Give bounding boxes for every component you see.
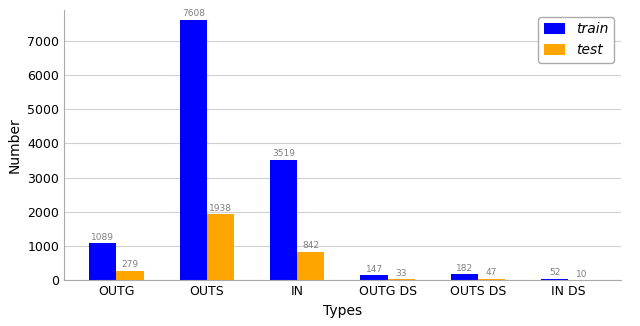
- Bar: [90, 243, 116, 280]
- Bar: [116, 271, 143, 280]
- Bar: [541, 279, 568, 280]
- Bar: [360, 275, 388, 280]
- Bar: [180, 20, 207, 280]
- Bar: [388, 279, 415, 280]
- Bar: [270, 160, 297, 280]
- Text: 147: 147: [365, 265, 383, 274]
- Text: 1089: 1089: [92, 233, 115, 242]
- Y-axis label: Number: Number: [8, 117, 22, 173]
- Text: 182: 182: [456, 264, 473, 273]
- Text: 1938: 1938: [209, 204, 232, 213]
- Bar: [207, 214, 234, 280]
- X-axis label: Types: Types: [323, 304, 362, 318]
- Legend: train, test: train, test: [538, 17, 614, 63]
- Bar: [478, 279, 505, 280]
- Text: 47: 47: [486, 268, 497, 277]
- Text: 33: 33: [396, 269, 407, 278]
- Text: 842: 842: [302, 241, 319, 250]
- Bar: [297, 252, 324, 280]
- Text: 7608: 7608: [182, 9, 205, 18]
- Text: 10: 10: [576, 270, 588, 279]
- Text: 3519: 3519: [272, 149, 295, 158]
- Text: 52: 52: [549, 268, 561, 277]
- Text: 279: 279: [122, 260, 138, 269]
- Bar: [451, 274, 478, 280]
